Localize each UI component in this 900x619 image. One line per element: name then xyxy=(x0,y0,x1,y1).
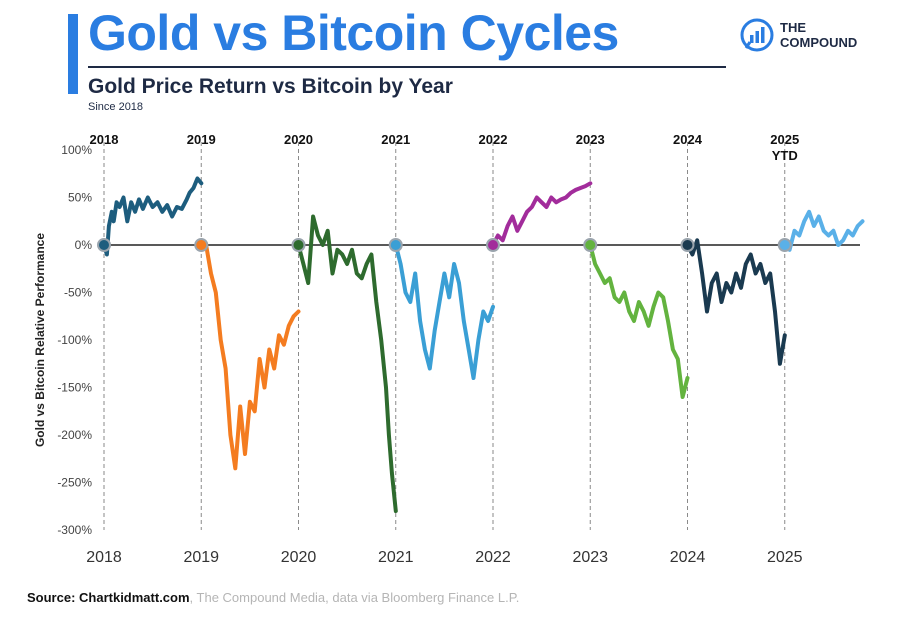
x-tick-label: 2019 xyxy=(183,549,219,566)
series-line-2018 xyxy=(102,176,204,257)
start-marker-2024 xyxy=(680,238,695,252)
start-marker-2025 xyxy=(777,238,792,252)
y-tick-label: 100% xyxy=(61,143,92,157)
relative-performance-chart: 100% 50% 0% -50% -100% -150% -200% -250% -300% Go… xyxy=(33,132,865,566)
y-tick-label: 0% xyxy=(75,238,93,252)
chart-subtitle: Gold Price Return vs Bitcoin by Year xyxy=(88,75,453,98)
y-tick-label: -150% xyxy=(57,381,92,395)
y-axis-title: Gold vs Bitcoin Relative Performance xyxy=(33,233,47,447)
year-top-label: 2023 xyxy=(576,132,605,147)
start-marker-2022 xyxy=(486,238,500,252)
year-top-label: 2022 xyxy=(479,132,508,147)
x-tick-label: 2021 xyxy=(378,549,414,566)
ytd-label: YTD xyxy=(772,148,798,163)
x-tick-label: 2025 xyxy=(767,549,803,566)
y-tick-label: -200% xyxy=(57,428,92,442)
series-line-2022 xyxy=(491,181,593,247)
source-note: Source: Chartkidmatt.com, The Compound M… xyxy=(27,590,519,605)
logo-line-2: COMPOUND xyxy=(780,35,858,50)
y-tick-label: -300% xyxy=(57,523,92,537)
series-line-2025 xyxy=(782,209,865,252)
start-marker-2019 xyxy=(194,238,209,252)
series-line-2023 xyxy=(588,243,690,399)
year-top-label: 2020 xyxy=(284,132,313,147)
x-tick-label: 2018 xyxy=(86,549,122,566)
year-top-label: 2024 xyxy=(673,132,703,147)
logo-wordmark: THE COMPOUND xyxy=(780,20,857,50)
since-note: Since 2018 xyxy=(88,101,144,113)
series-line-2019 xyxy=(199,238,301,471)
x-tick-label: 2022 xyxy=(475,549,511,566)
year-top-label: 2025 xyxy=(770,132,799,147)
title-underline xyxy=(88,66,726,68)
compound-logo: THE COMPOUND xyxy=(740,18,857,52)
bar-chart-bubble-icon xyxy=(740,18,774,52)
year-top-label: 2019 xyxy=(187,132,216,147)
y-tick-label: -250% xyxy=(57,476,92,490)
y-tick-label: 50% xyxy=(68,191,92,205)
year-top-label: 2018 xyxy=(90,132,119,147)
title-accent-bar xyxy=(68,14,78,94)
start-marker-2018 xyxy=(97,238,111,252)
x-tick-label: 2023 xyxy=(572,549,608,566)
page-title: Gold vs Bitcoin Cycles xyxy=(88,5,619,61)
y-tick-label: -50% xyxy=(64,286,92,300)
y-tick-label: -100% xyxy=(57,333,92,347)
source-secondary: , The Compound Media, data via Bloomberg… xyxy=(189,590,520,605)
x-tick-label: 2024 xyxy=(670,549,706,566)
source-primary: Source: Chartkidmatt.com xyxy=(27,590,190,605)
start-marker-2021 xyxy=(388,238,403,252)
start-marker-2023 xyxy=(583,238,598,252)
series-line-2024 xyxy=(685,238,787,366)
series-line-2020 xyxy=(296,214,398,513)
x-tick-label: 2020 xyxy=(281,549,317,566)
start-marker-2020 xyxy=(291,238,306,252)
logo-line-1: THE xyxy=(780,20,806,35)
series-line-2021 xyxy=(393,243,495,380)
year-top-label: 2021 xyxy=(381,132,410,147)
